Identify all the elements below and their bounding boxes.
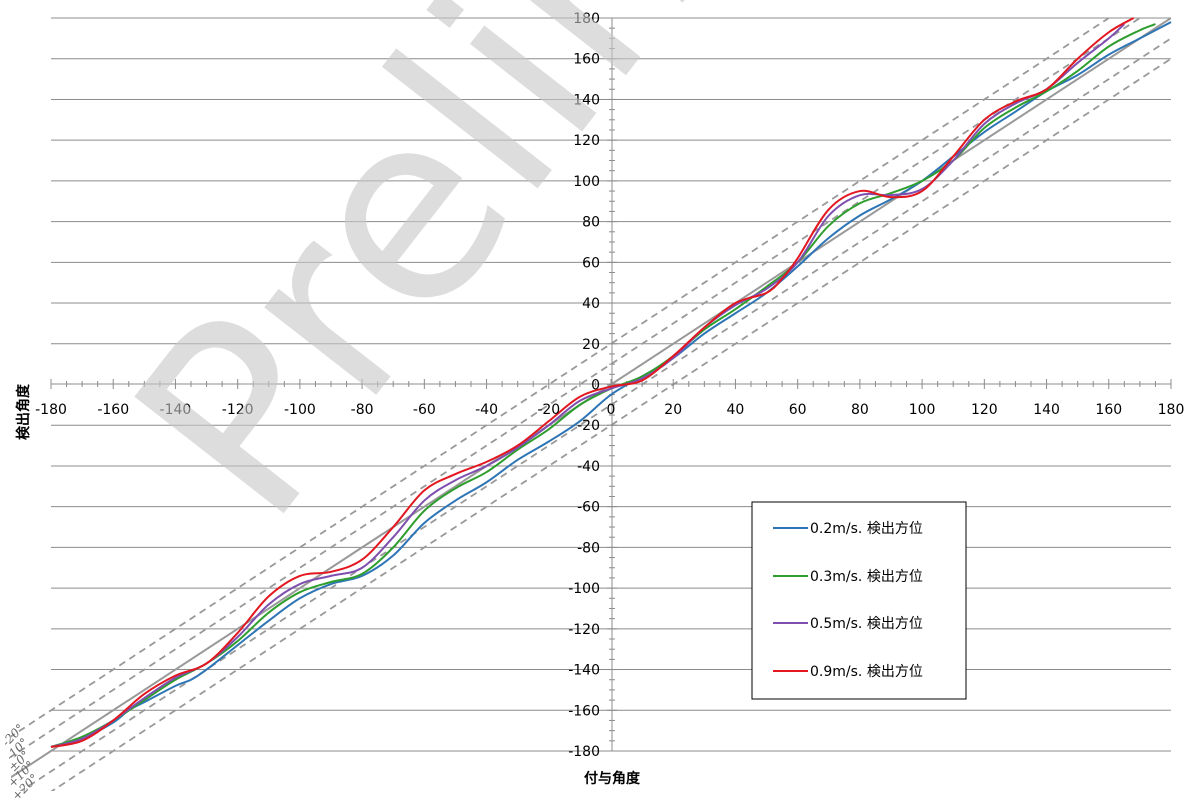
y-tick-label: 60 xyxy=(582,255,600,271)
x-tick-label: 40 xyxy=(727,402,745,418)
legend-label: 0.3m/s. 検出方位 xyxy=(810,569,923,585)
y-tick-label: 40 xyxy=(582,296,600,312)
legend-label: 0.2m/s. 検出方位 xyxy=(810,521,923,537)
x-tick-label: 140 xyxy=(1033,402,1060,418)
watermark-text: Prelim xyxy=(79,0,816,572)
y-tick-label: -140 xyxy=(568,663,600,679)
x-tick-label: 100 xyxy=(909,402,936,418)
legend: 0.2m/s. 検出方位 0.3m/s. 検出方位 0.5m/s. 検出方位 0.9m… xyxy=(752,502,966,699)
x-tick-label: -20 xyxy=(537,402,560,418)
y-tick-label: 0 xyxy=(591,378,600,394)
y-tick-label: 20 xyxy=(582,337,600,353)
y-tick-label: -40 xyxy=(577,459,600,475)
x-tick-label: 60 xyxy=(789,402,807,418)
x-tick-label: 120 xyxy=(971,402,998,418)
x-axis-title: 付与角度 xyxy=(584,770,641,787)
x-tick-label: 0 xyxy=(607,402,616,418)
x-tick-label: 180 xyxy=(1158,402,1185,418)
x-tick-label: 80 xyxy=(851,402,869,418)
y-tick-label: -80 xyxy=(577,540,600,556)
y-tick-label: -160 xyxy=(568,703,600,719)
x-tick-label: -40 xyxy=(475,402,498,418)
y-tick-label: -100 xyxy=(568,581,600,597)
y-tick-label: -180 xyxy=(568,744,600,760)
y-tick-label: -60 xyxy=(577,500,600,516)
y-tick-label: -120 xyxy=(568,622,600,638)
y-axis-title: 検出角度 xyxy=(15,383,32,440)
x-tick-label: 20 xyxy=(664,402,682,418)
x-tick-label: 160 xyxy=(1095,402,1122,418)
y-tick-label: -20 xyxy=(577,418,600,434)
x-tick-label: -180 xyxy=(35,402,67,418)
legend-label: 0.5m/s. 検出方位 xyxy=(810,616,923,632)
legend-label: 0.9m/s. 検出方位 xyxy=(810,664,923,680)
